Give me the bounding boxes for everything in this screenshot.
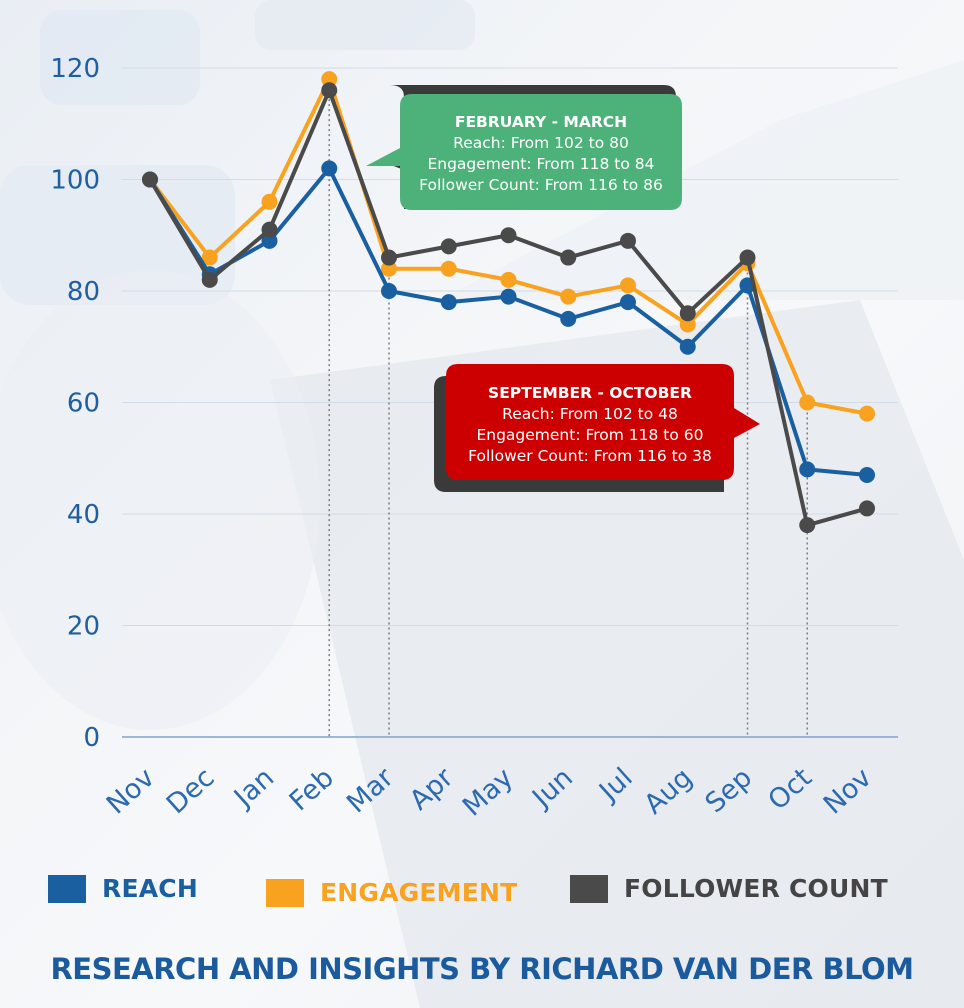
legend-item-engagement: ENGAGEMENT: [266, 878, 517, 907]
data-point-follower-count: [620, 232, 636, 249]
series-lines: [142, 71, 875, 534]
y-tick-label: 40: [67, 500, 100, 530]
data-point-engagement: [620, 277, 636, 294]
footer-credit: RESEARCH AND INSIGHTS BY RICHARD VAN DER…: [50, 952, 914, 986]
y-tick-label: 60: [67, 389, 100, 419]
data-point-reach: [679, 338, 696, 355]
heart-bubble-icon: [0, 165, 235, 305]
legend: REACH ENGAGEMENT FOLLOWER COUNT: [0, 872, 964, 912]
y-tick-label: 80: [67, 277, 100, 307]
data-point-reach: [261, 232, 278, 249]
data-point-engagement: [859, 405, 875, 422]
legend-item-reach: REACH: [48, 874, 198, 903]
legend-item-follower-count: FOLLOWER COUNT: [570, 874, 888, 903]
x-tick-label: Apr: [404, 762, 460, 817]
legend-swatch-engagement: [266, 878, 304, 907]
y-tick-label: 0: [83, 723, 100, 753]
data-point-engagement: [321, 71, 338, 88]
callout-feb-mar: FEBRUARY - MARCH Reach: From 102 to 80 E…: [366, 85, 682, 210]
callout-sep-oct-reach: Reach: From 102 to 48: [502, 405, 678, 423]
y-tick-label: 20: [67, 612, 100, 642]
data-point-follower-count: [859, 500, 875, 517]
data-point-reach: [799, 461, 816, 478]
data-point-engagement: [261, 193, 278, 210]
legend-label-engagement: ENGAGEMENT: [320, 878, 518, 907]
callout-feb-mar-engagement: Engagement: From 118 to 84: [427, 155, 654, 173]
hand-illustration: [0, 270, 320, 730]
dotted-markers: [328, 79, 808, 737]
data-point-reach: [321, 160, 338, 177]
callout-feb-mar-follower: Follower Count: From 116 to 86: [419, 176, 663, 194]
data-point-engagement: [799, 394, 816, 411]
x-tick-label: Dec: [161, 762, 221, 820]
data-point-follower-count: [201, 271, 218, 288]
x-tick-label: Mar: [341, 762, 400, 820]
data-point-reach: [500, 288, 517, 305]
data-point-reach: [620, 294, 636, 311]
callout-sep-oct: SEPTEMBER - OCTOBER Reach: From 102 to 4…: [434, 364, 760, 492]
notification-bubble-icon: [40, 10, 200, 105]
y-tick-label: 100: [50, 166, 100, 196]
data-point-reach: [560, 310, 577, 327]
x-tick-label: Nov: [101, 762, 161, 820]
x-tick-label: May: [457, 762, 519, 822]
x-tick-label: Jul: [592, 762, 638, 808]
data-point-follower-count: [440, 238, 457, 255]
callout-sep-oct-box: [446, 364, 760, 480]
data-point-follower-count: [739, 249, 756, 266]
x-tick-label: Sep: [700, 762, 759, 819]
legend-label-reach: REACH: [102, 874, 198, 903]
x-tick-label: Oct: [762, 762, 817, 816]
data-point-follower-count: [799, 517, 816, 534]
callout-sep-oct-title: SEPTEMBER - OCTOBER: [488, 384, 692, 402]
data-point-follower-count: [679, 305, 696, 322]
data-point-follower-count: [261, 221, 278, 238]
callout-feb-mar-box: [366, 94, 682, 210]
legend-swatch-follower-count: [570, 874, 608, 903]
callout-sep-oct-follower: Follower Count: From 116 to 38: [468, 447, 712, 465]
legend-swatch-reach: [48, 874, 86, 903]
x-tick-label: Jan: [227, 762, 280, 814]
data-point-engagement: [440, 260, 457, 277]
data-point-engagement: [560, 288, 577, 305]
y-tick-label: 120: [50, 54, 100, 84]
notification-bubble-icon: [255, 0, 475, 50]
callout-feb-mar-title: FEBRUARY - MARCH: [455, 113, 627, 131]
callout-feb-mar-reach: Reach: From 102 to 80: [453, 134, 629, 152]
data-point-engagement: [381, 260, 397, 277]
x-tick-label: Feb: [284, 762, 340, 817]
x-tick-label: Aug: [639, 762, 699, 820]
data-point-follower-count: [500, 227, 517, 244]
x-tick-label: Nov: [818, 762, 878, 820]
callout-sep-oct-engagement: Engagement: From 118 to 60: [476, 426, 703, 444]
data-point-reach: [859, 466, 875, 483]
data-point-reach: [381, 283, 397, 299]
data-point-follower-count: [381, 249, 397, 266]
data-point-engagement: [679, 316, 696, 333]
y-axis-ticks: 0 20 40 60 80 100 120: [50, 54, 100, 753]
data-point-engagement: [500, 271, 517, 288]
data-point-follower-count: [142, 171, 158, 188]
legend-label-follower-count: FOLLOWER COUNT: [624, 874, 888, 903]
data-point-follower-count: [560, 249, 577, 266]
x-tick-label: Jun: [525, 762, 579, 815]
data-point-engagement: [201, 249, 218, 266]
data-point-reach: [440, 294, 457, 311]
data-point-follower-count: [321, 82, 338, 99]
